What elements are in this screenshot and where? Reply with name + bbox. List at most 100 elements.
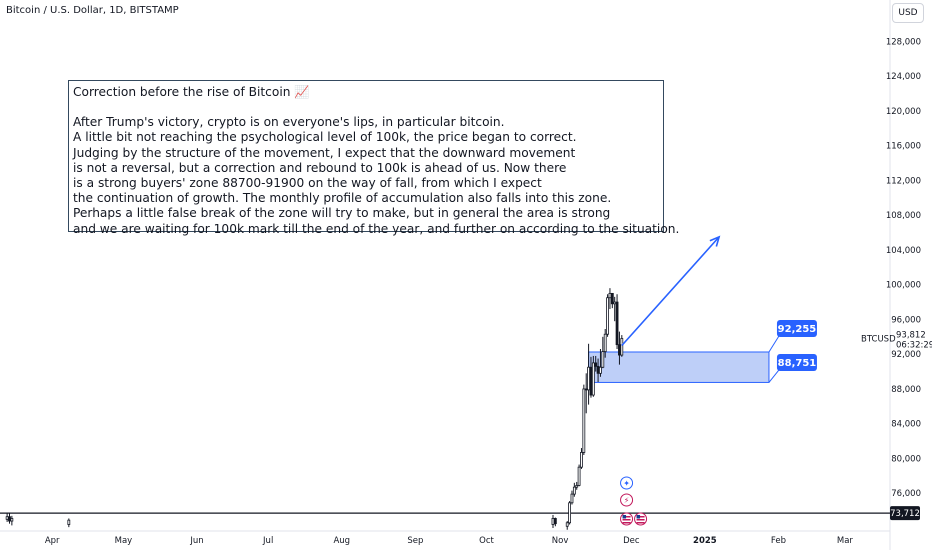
note-title: Correction before the rise of Bitcoin 📈: [73, 85, 310, 99]
symbol-axis-label: BTCUSD: [861, 334, 896, 344]
candle-body: [601, 351, 605, 368]
y-tick-label: 104,000: [886, 246, 921, 256]
flag-stripe: [622, 519, 631, 521]
candle-body: [596, 365, 600, 374]
y-tick-label: 120,000: [886, 107, 921, 117]
candle-body: [10, 518, 14, 522]
us-flag-icon[interactable]: [634, 512, 648, 526]
x-tick-label: Dec: [623, 536, 640, 546]
candle-body: [568, 502, 571, 524]
y-tick-label: 96,000: [891, 315, 921, 325]
flag-stripe: [636, 519, 645, 521]
text-note[interactable]: Correction before the rise of Bitcoin 📈 …: [68, 80, 679, 236]
candle-body: [67, 519, 71, 525]
y-tick-label: 116,000: [886, 142, 921, 152]
candle-body: [589, 366, 593, 396]
candle-body: [603, 333, 607, 353]
y-tick-label: 84,000: [891, 420, 921, 430]
candle-body: [620, 338, 624, 356]
note-line: and we are waiting for 100k mark till th…: [73, 221, 680, 236]
candle-body: [613, 301, 617, 305]
chart-grid: [0, 0, 891, 550]
flag-stripe: [622, 516, 631, 518]
candle-body: [565, 522, 569, 527]
candle-body: [553, 518, 557, 525]
candle-body: [594, 362, 598, 367]
flag-canton: [622, 515, 627, 519]
x-tick-label: Oct: [479, 536, 494, 546]
y-tick-label: 80,000: [891, 454, 921, 464]
candle-body: [618, 344, 621, 356]
x-tick-label: Sep: [407, 536, 423, 546]
x-tick-label: Nov: [552, 536, 569, 546]
zone-rectangle[interactable]: [588, 351, 770, 383]
zone-top-label: 92,255: [776, 319, 817, 337]
us-flag-icon[interactable]: [620, 512, 634, 526]
y-tick-label: 124,000: [886, 72, 921, 82]
y-tick-label: 92,000: [891, 350, 921, 360]
projection-arrow[interactable]: [621, 235, 721, 347]
candle-body: [582, 388, 586, 453]
currency-button[interactable]: USD: [892, 3, 924, 23]
y-tick-label: 88,000: [891, 385, 921, 395]
zone-top-label-text: 92,255: [778, 324, 817, 335]
y-tick-label: 100,000: [886, 281, 921, 291]
y-tick-label: 108,000: [886, 211, 921, 221]
zone-bottom-label: 88,751: [776, 353, 817, 371]
x-tick-label: May: [115, 536, 133, 546]
x-tick-label: Feb: [771, 536, 786, 546]
note-line: Judging by the structure of the movement…: [73, 145, 576, 160]
candle-body: [551, 518, 555, 525]
event-circle-icon[interactable]: ✦: [620, 476, 634, 490]
candle-body: [587, 366, 590, 391]
candle-body: [580, 451, 583, 468]
flag-stripe: [622, 522, 631, 524]
note-line: the continuation of growth. The monthly …: [73, 191, 612, 206]
level-price-badge: [890, 506, 920, 521]
x-tick-label: 2025: [693, 536, 717, 546]
symbol-title: Bitcoin / U.S. Dollar, 1D, BITSTAMP: [6, 5, 179, 16]
zone-bottom-pointer: [768, 369, 780, 383]
candle-body: [608, 292, 612, 299]
candle-body: [8, 516, 11, 522]
time-axis[interactable]: Apr May Jun Jul Aug Sep Oct Nov Dec 2025 Feb Mar: [45, 536, 854, 546]
candle-body: [599, 366, 602, 374]
flag-canton: [636, 515, 641, 519]
candle-body: [591, 362, 595, 396]
note-line: Perhaps a little false break of the zone…: [73, 206, 611, 221]
candle-body: [570, 493, 574, 504]
lightning-glyph: ⚡: [624, 496, 630, 505]
x-tick-label: Aug: [333, 536, 350, 546]
candle-body: [572, 486, 576, 495]
note-line: is a strong buyers' zone 88700-91900 on …: [73, 176, 542, 191]
level-price-text: 73,712: [890, 509, 920, 519]
arrow-line[interactable]: [621, 236, 720, 347]
lightning-icon[interactable]: ⚡: [620, 493, 634, 507]
candle-body: [575, 485, 579, 488]
zone-bottom-label-text: 88,751: [778, 358, 817, 369]
candle-body: [584, 388, 588, 391]
note-line: After Trump's victory, crypto is on ever…: [73, 115, 505, 130]
buyers-zone[interactable]: [588, 351, 770, 383]
x-tick-label: Jun: [189, 536, 203, 546]
candle-body: [610, 292, 614, 305]
zone-top-pointer: [768, 335, 780, 353]
zone-bottom-label-bg: [776, 353, 817, 371]
note-line: is not a reversal, but a correction and …: [73, 160, 567, 175]
x-tick-label: Jul: [262, 536, 273, 546]
price-axis[interactable]: 76,000 80,000 84,000 88,000 92,000 96,000 100,…: [886, 37, 921, 499]
y-tick-label: 76,000: [891, 489, 921, 499]
candle-body: [577, 466, 581, 486]
event-circle-outline: [620, 476, 634, 490]
lightning-circle: [620, 493, 634, 507]
candle-body: [5, 516, 9, 520]
candlestick-series: [5, 288, 624, 530]
note-line: A little bit not reaching the psychologi…: [73, 130, 577, 145]
countdown-label: 06:32:29: [896, 340, 932, 350]
event-icons[interactable]: ✦⚡: [620, 476, 648, 526]
arrow-head[interactable]: [709, 235, 721, 247]
flag-stripe: [636, 516, 645, 518]
x-tick-label: Mar: [837, 536, 854, 546]
y-tick-label: 128,000: [886, 37, 921, 47]
